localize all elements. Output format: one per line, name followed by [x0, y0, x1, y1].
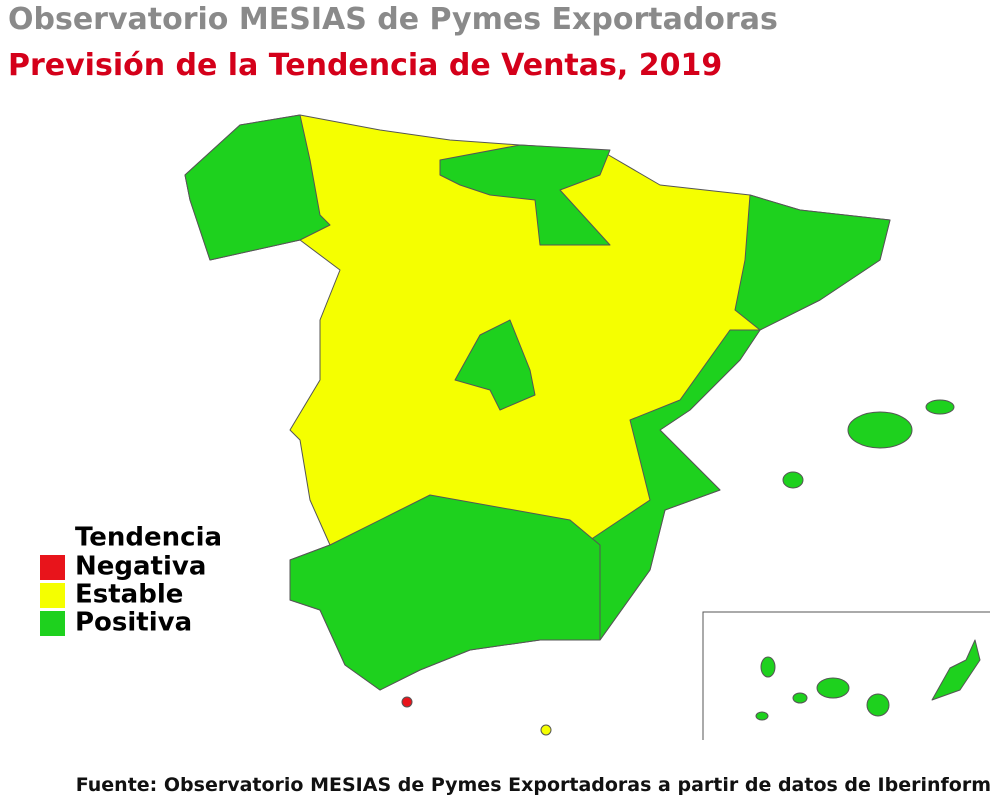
inset-frame	[702, 611, 990, 740]
island	[782, 471, 804, 489]
map-regions	[184, 114, 990, 740]
legend-title: Tendencia	[75, 523, 222, 553]
region-north	[439, 144, 611, 246]
region-south	[289, 494, 601, 691]
legend: Tendencia Negativa Estable Positiva	[40, 523, 222, 638]
legend-label: Positiva	[75, 608, 192, 638]
island	[931, 639, 981, 701]
legend-swatch	[40, 555, 65, 580]
island	[792, 692, 808, 704]
legend-label: Negativa	[75, 552, 206, 582]
enclave	[401, 696, 413, 708]
island	[847, 411, 913, 449]
legend-swatch	[40, 583, 65, 608]
island	[925, 399, 955, 415]
island	[816, 677, 850, 699]
island	[755, 711, 769, 721]
region-east	[574, 329, 761, 641]
region-northeast	[734, 194, 891, 331]
legend-swatch	[40, 611, 65, 636]
subtitle: Previsión de la Tendencia de Ventas, 201…	[8, 48, 723, 83]
source: Fuente: Observatorio MESIAS de Pymes Exp…	[75, 774, 991, 796]
enclave	[540, 724, 552, 736]
region-center	[454, 319, 536, 411]
island	[760, 656, 776, 678]
island	[866, 693, 890, 717]
legend-label: Estable	[75, 580, 183, 610]
title: Observatorio MESIAS de Pymes Exportadora…	[8, 2, 778, 37]
region-northwest	[184, 114, 331, 261]
